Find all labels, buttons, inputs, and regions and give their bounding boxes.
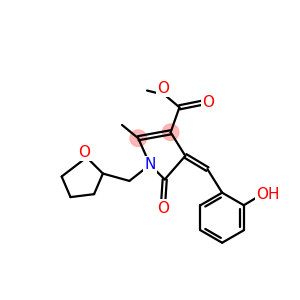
Text: O: O [157, 200, 169, 215]
Text: N: N [144, 157, 156, 172]
Text: OH: OH [256, 188, 280, 202]
Circle shape [130, 130, 146, 146]
Text: O: O [78, 145, 90, 160]
Text: O: O [157, 81, 169, 96]
Circle shape [162, 124, 179, 141]
Text: O: O [202, 95, 214, 110]
